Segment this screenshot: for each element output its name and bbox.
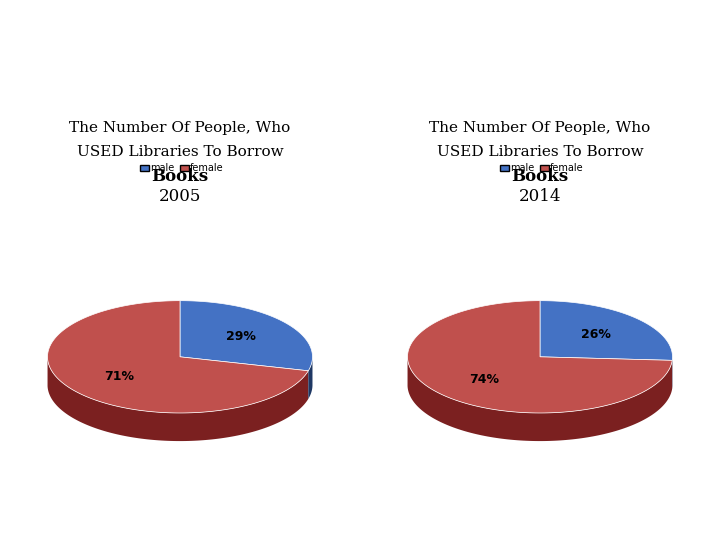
Text: 29%: 29% [226, 330, 256, 343]
Text: 2005: 2005 [159, 188, 201, 205]
Text: 26%: 26% [581, 328, 611, 341]
Polygon shape [408, 358, 672, 441]
Text: female: female [190, 163, 224, 173]
Text: female: female [550, 163, 584, 173]
Text: Books: Books [511, 168, 569, 185]
Text: USED Libraries To Borrow: USED Libraries To Borrow [77, 145, 283, 159]
Text: 71%: 71% [104, 370, 135, 383]
Text: USED Libraries To Borrow: USED Libraries To Borrow [437, 145, 643, 159]
Polygon shape [48, 301, 308, 413]
Polygon shape [408, 301, 672, 413]
Text: male: male [150, 163, 175, 173]
Polygon shape [180, 301, 312, 371]
Text: male: male [510, 163, 535, 173]
Text: The Number Of People, Who: The Number Of People, Who [69, 121, 291, 135]
Polygon shape [48, 358, 308, 441]
Text: 2014: 2014 [518, 188, 562, 205]
Text: The Number Of People, Who: The Number Of People, Who [429, 121, 651, 135]
Polygon shape [540, 301, 672, 360]
Polygon shape [308, 357, 312, 399]
Text: 74%: 74% [469, 373, 499, 386]
Text: Books: Books [151, 168, 209, 185]
